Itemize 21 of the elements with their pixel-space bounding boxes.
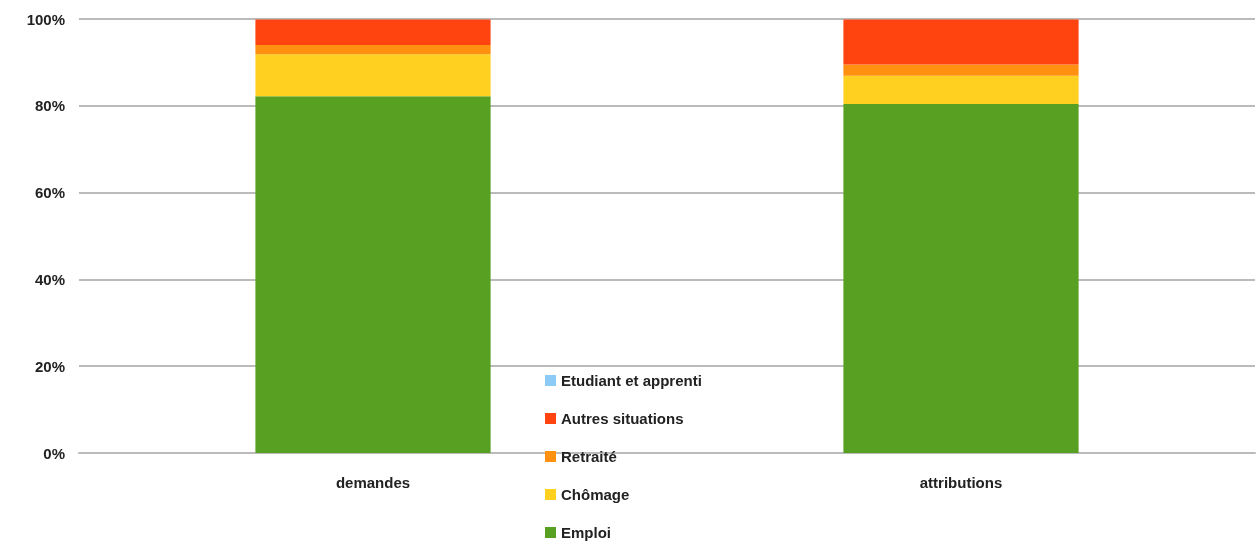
bar [255, 45, 491, 55]
bar [255, 54, 491, 97]
x-tick-label: attributions [919, 474, 1003, 491]
y-tick-label: 100% [26, 10, 65, 28]
y-tick-label: 60% [34, 184, 65, 202]
bar [255, 19, 491, 46]
legend-label: Chômage [561, 486, 630, 503]
y-tick-label: 80% [34, 97, 65, 115]
y-tick-label: 20% [34, 357, 65, 375]
bar [843, 19, 1079, 65]
bar [255, 96, 491, 453]
legend-label: Emploi [561, 524, 612, 541]
legend-label: Autres situations [561, 410, 684, 427]
x-tick-label: demandes [335, 474, 411, 491]
bar [843, 64, 1079, 76]
y-tick-label: 0% [43, 444, 65, 462]
bar [843, 75, 1079, 105]
bar [843, 104, 1079, 453]
legend-label: Retraité [561, 448, 617, 465]
legend-label: Etudiant et apprenti [561, 372, 702, 389]
y-tick-label: 40% [34, 270, 65, 288]
